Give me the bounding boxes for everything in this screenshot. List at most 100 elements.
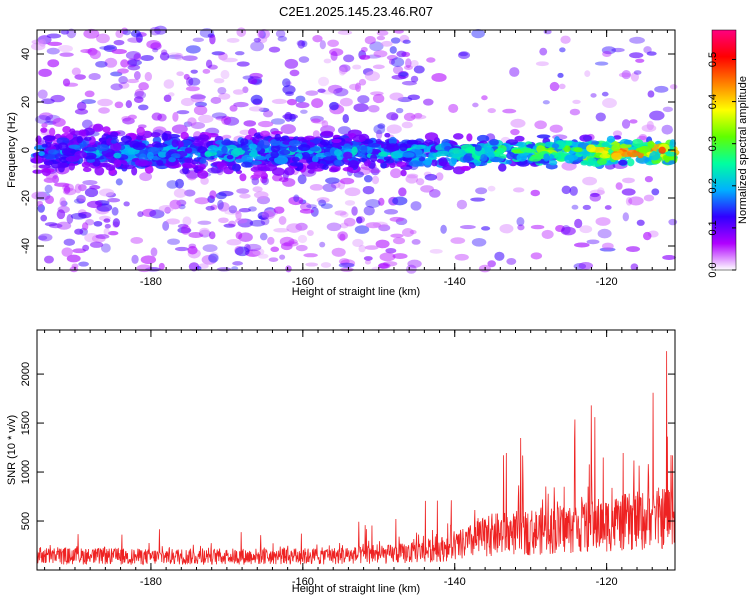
spectrogram-cell [297, 174, 307, 185]
spectrogram-cell [625, 197, 633, 206]
spectrogram-cell [64, 82, 79, 87]
spectrogram-cell [351, 206, 358, 216]
spectrogram-cell [62, 187, 77, 196]
snr-y-tick-label: 2000 [20, 362, 32, 386]
spectrogram-cell [149, 209, 165, 219]
colorbar: 0.0 0.1 0.2 0.3 0.4 0.5 Normalized spectral a… [707, 29, 749, 278]
spectrogram-cell [76, 135, 83, 144]
spectrogram-cell [662, 106, 673, 113]
spectrogram-cell [438, 157, 448, 167]
spectrogram-cell [226, 154, 234, 160]
spectrogram-cell [498, 163, 507, 172]
spectrogram-cell [78, 184, 87, 192]
spectrogram-cell [580, 160, 589, 166]
spectrogram-cell [448, 157, 457, 167]
spectrogram-cell [259, 130, 271, 137]
spectrogram-cell [130, 30, 141, 38]
spectrogram-ticks: -180 -160 -140 -120 -40 -20 0 20 40 [20, 30, 675, 288]
spectrogram-cell [429, 248, 443, 254]
spectrogram-cell [107, 231, 119, 236]
spectrogram-cell [310, 206, 319, 217]
spectrogram-cell [43, 255, 54, 264]
spectrogram-cell [68, 144, 81, 149]
spectrogram-y-tick-label: 40 [20, 48, 32, 60]
spectrogram-cell [83, 136, 92, 142]
spectrogram-cell [458, 51, 471, 60]
spectrogram-cell [611, 144, 621, 152]
spectrogram-cell [334, 159, 342, 166]
spectrogram-cell [99, 45, 115, 50]
spectrogram-cell [217, 202, 230, 212]
spectrogram-cell [424, 173, 438, 181]
spectrogram-cell [357, 95, 370, 104]
spectrogram-cell [74, 150, 88, 159]
spectrogram-cell [41, 98, 55, 105]
spectrogram-cell [536, 134, 551, 139]
spectrogram-cell [590, 93, 597, 98]
spectrogram-cell [323, 58, 332, 64]
spectrogram-cell [377, 159, 385, 164]
spectrogram-cell [232, 261, 244, 266]
spectrogram-cell [334, 149, 343, 157]
spectrogram-cell [107, 197, 121, 203]
spectrogram-cell [551, 143, 560, 149]
snr-panel: -180 -160 -140 -120 500 1000 1500 2000 Height o… [6, 329, 676, 595]
spectrogram-cell [152, 47, 159, 53]
spectrogram-cell [235, 218, 248, 224]
colorbar-tick-label: 0.5 [707, 52, 719, 67]
spectrogram-cell [74, 74, 86, 80]
spectrogram-cell [84, 232, 99, 243]
spectrogram-cell [47, 41, 63, 46]
spectrogram-cell [111, 207, 119, 216]
spectrogram-y-tick-label: 0 [20, 147, 32, 153]
spectrogram-cell [440, 224, 447, 234]
spectrogram-cell [186, 170, 198, 181]
spectrogram-cell [516, 153, 528, 162]
spectrogram-cell [99, 188, 115, 197]
spectrogram-cell [668, 218, 678, 226]
spectrogram-cell [654, 85, 669, 93]
spectrogram-cell [96, 144, 109, 152]
spectrogram-cell [257, 253, 269, 259]
spectrogram-cell [323, 155, 336, 161]
spectrogram-cell [280, 124, 296, 134]
spectrogram-cell [402, 152, 415, 158]
spectrogram-cell [543, 153, 550, 162]
spectrogram-cell [318, 76, 330, 87]
spectrogram-cell [572, 99, 581, 104]
spectrogram-cell [661, 124, 673, 135]
spectrogram-cell [378, 224, 391, 232]
spectrogram-cell [207, 145, 219, 153]
spectrogram-cell [274, 155, 289, 165]
spectrogram-cell [360, 46, 368, 53]
spectrogram-cell [367, 143, 381, 148]
spectrogram-cell [539, 47, 548, 56]
spectrogram-cell [43, 177, 56, 183]
spectrogram-cell [113, 152, 122, 159]
spectrogram-cell [392, 253, 408, 260]
spectrogram-cell [320, 130, 334, 137]
spectrogram-cell [177, 223, 189, 229]
spectrogram-cell [221, 57, 238, 63]
spectrogram-cell [481, 226, 491, 231]
spectrogram-cell [243, 120, 257, 127]
spectrogram-cell [41, 143, 48, 148]
spectrogram-cell [354, 225, 370, 234]
spectrogram-cell [297, 144, 311, 152]
spectrogram-cell [251, 160, 263, 165]
spectrogram-cell [150, 132, 161, 138]
spectrogram-cell [127, 64, 141, 71]
spectrogram-cell [188, 231, 204, 238]
colorbar-frame [711, 29, 737, 271]
spectrogram-cell [127, 114, 137, 120]
spectrogram-cell [231, 266, 239, 271]
spectrogram-cell [647, 90, 655, 98]
spectrogram-cell [599, 247, 616, 252]
snr-x-tick-label: -120 [596, 576, 618, 588]
spectrogram-cell [209, 34, 216, 45]
spectrogram-cell [197, 146, 208, 154]
spectrogram-cell [569, 108, 581, 116]
spectrogram-cell [611, 47, 625, 53]
spectrogram-cell [187, 245, 198, 255]
spectrogram-cell [279, 149, 291, 156]
